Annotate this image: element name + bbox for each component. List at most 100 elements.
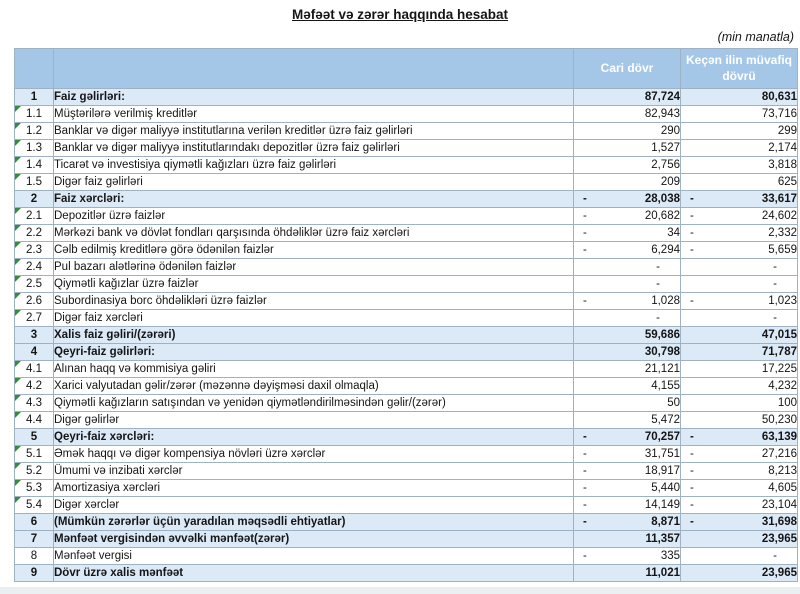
row-number-cell: 9: [14, 564, 54, 582]
table-row: 1.2 Banklar və digər maliyyə institutlar…: [14, 122, 798, 140]
current-value-cell: - 20,682: [573, 207, 681, 225]
row-number-cell: 2.7: [14, 309, 54, 327]
row-label-cell: Subordinasiya borc öhdəlikləri üzrə faiz…: [53, 292, 574, 310]
previous-value-cell: -: [680, 547, 798, 565]
row-number-cell: 6: [14, 513, 54, 531]
current-amount: 2,756: [651, 159, 680, 171]
table-row: 2 Faiz xərcləri: -28,038 -33,617: [14, 190, 798, 208]
current-amount: 70,257: [644, 431, 680, 443]
row-number: 1.3: [26, 142, 42, 154]
row-label-cell: Mənfəət vergisindən əvvəlki mənfəət(zərə…: [53, 530, 574, 548]
previous-amount: 63,139: [761, 431, 797, 443]
row-number: 1.4: [26, 159, 42, 171]
current-value-cell: 87,724: [573, 88, 681, 106]
row-number: 6: [30, 516, 38, 528]
error-marker-icon: [15, 293, 21, 299]
negative-sign: -: [690, 516, 694, 528]
table-row: 5.2 Ümumi və inzibati xərclər -18,917 -8…: [14, 462, 798, 480]
current-value-cell: - 28,038: [573, 190, 681, 208]
row-label-cell: Müştərilərə verilmiş kreditlər: [53, 105, 574, 123]
row-number-cell: 5.1: [14, 445, 54, 463]
current-value-cell: - 31,751: [573, 445, 681, 463]
current-amount: 59,686: [644, 329, 680, 341]
row-number: 2.2: [26, 227, 42, 239]
current-amount: 290: [660, 125, 680, 137]
negative-sign: -: [690, 465, 694, 477]
table-row: 3 Xalis faiz gəliri/(zərəri) 59,686 47,0…: [14, 326, 798, 344]
negative-sign: -: [690, 193, 694, 205]
error-marker-icon: [15, 140, 21, 146]
row-number: 5: [30, 431, 38, 443]
table-row: 6 (Mümkün zərərlər üçün yaradılan məqsəd…: [14, 513, 798, 531]
row-label-cell: Depozitlər üzrə faizlər: [53, 207, 574, 225]
row-number-cell: 4: [14, 343, 54, 361]
current-value-cell: - 5,440: [573, 479, 681, 497]
row-number-cell: 8: [14, 547, 54, 565]
row-label-cell: Xarici valyutadan gəlir/zərər (məzənnə d…: [53, 377, 574, 395]
current-amount: 8,871: [651, 516, 680, 528]
row-number: 2: [30, 193, 38, 205]
header-previous-period: Keçən ilin müvafiq dövrü: [680, 48, 798, 89]
previous-value-cell: - 27,216: [680, 445, 798, 463]
negative-sign: -: [583, 227, 587, 239]
negative-sign: -: [583, 295, 587, 307]
row-label-cell: Dövr üzrə xalis mənfəət: [53, 564, 574, 582]
error-marker-icon: [15, 378, 21, 384]
row-number: 2.5: [26, 278, 42, 290]
previous-value-cell: - 23,104: [680, 496, 798, 514]
current-value-cell: 11,021: [573, 564, 681, 582]
row-number-cell: 2.4: [14, 258, 54, 276]
previous-value-cell: 3,818: [680, 156, 798, 174]
row-number-cell: 1.2: [14, 122, 54, 140]
current-amount: 31,751: [644, 448, 680, 460]
current-value-cell: -: [573, 275, 681, 293]
negative-sign: -: [583, 193, 587, 205]
previous-amount: 1,023: [768, 295, 797, 307]
error-marker-icon: [15, 259, 21, 265]
row-number: 5.2: [26, 465, 42, 477]
previous-value-cell: - 33,617: [680, 190, 798, 208]
table-row: 1.5 Digər faiz gəlirləri 209 625: [14, 173, 798, 191]
current-amount: 11,021: [645, 567, 680, 579]
previous-amount: 23,965: [761, 567, 797, 579]
error-marker-icon: [15, 208, 21, 214]
current-value-cell: 5,472: [573, 411, 681, 429]
current-value-cell: - 70,257: [573, 428, 681, 446]
header-label-cell: [53, 48, 574, 89]
current-amount: 209: [660, 176, 680, 188]
current-amount: 82,943: [644, 108, 680, 120]
previous-amount: 2,332: [768, 227, 797, 239]
row-number-cell: 3: [14, 326, 54, 344]
previous-amount: 5,659: [768, 244, 797, 256]
row-number: 8: [30, 550, 38, 562]
previous-amount: 23,104: [761, 499, 797, 511]
header-current-period: Cari dövr: [573, 48, 681, 89]
row-label-cell: Əmək haqqı və digər kompensiya növləri ü…: [53, 445, 574, 463]
error-marker-icon: [15, 446, 21, 452]
row-number: 1.2: [26, 125, 42, 137]
row-number: 2.7: [26, 312, 42, 324]
previous-value-cell: 299: [680, 122, 798, 140]
row-number-cell: 5.4: [14, 496, 54, 514]
previous-amount: 71,787: [761, 346, 797, 358]
negative-sign: -: [583, 550, 587, 562]
current-amount: 18,917: [644, 465, 680, 477]
table-row: 2.1 Depozitlər üzrə faizlər -20,682 -24,…: [14, 207, 798, 225]
page-title-text: Məfəət və zərər haqqında hesabat: [291, 7, 509, 22]
current-amount: 4,155: [651, 380, 680, 392]
current-value-cell: 21,121: [573, 360, 681, 378]
previous-amount: -: [773, 312, 777, 324]
table-row: 4.4 Digər gəlirlər 5,472 50,230: [14, 411, 798, 429]
table-row: 5.1 Əmək haqqı və digər kompensiya növlə…: [14, 445, 798, 463]
current-amount: 30,798: [644, 346, 680, 358]
current-value-cell: 11,357: [573, 530, 681, 548]
current-amount: 21,121: [644, 363, 680, 375]
row-label-cell: Faiz gəlirləri:: [53, 88, 574, 106]
row-number: 2.6: [26, 295, 42, 307]
current-value-cell: 2,756: [573, 156, 681, 174]
previous-amount: 4,605: [768, 482, 797, 494]
row-label-cell: Amortizasiya xərcləri: [53, 479, 574, 497]
previous-value-cell: - 1,023: [680, 292, 798, 310]
previous-value-cell: - 4,605: [680, 479, 798, 497]
row-number: 4.3: [26, 397, 42, 409]
